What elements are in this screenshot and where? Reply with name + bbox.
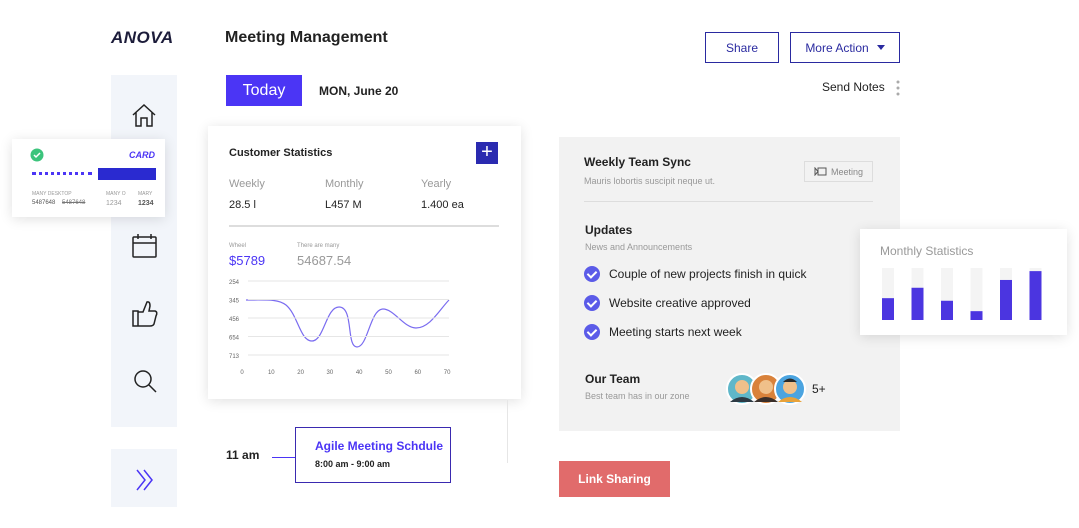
meeting-tag-label: Meeting [830, 166, 864, 177]
updates-title: Updates [585, 223, 633, 237]
x-label: 20 [297, 370, 304, 376]
card-bar [98, 168, 156, 180]
date: MON, June 20 [319, 84, 399, 98]
dropdown-arrow [876, 45, 885, 50]
y-label: 456 [229, 317, 240, 323]
y-label: 254 [229, 280, 240, 286]
link-sharing-button[interactable]: Link Sharing [559, 461, 670, 497]
home-icon[interactable] [132, 103, 156, 127]
mini-chart: 254 345 456 654 713 0 10 20 30 40 50 60 70 [229, 280, 451, 376]
card-value: 5487648 [32, 200, 56, 206]
metric-value: 54687.54 [297, 253, 352, 268]
x-label: 70 [444, 370, 451, 376]
check-icon [584, 324, 600, 340]
sync-title: Weekly Team Sync [584, 155, 691, 169]
timeline-line [507, 400, 508, 463]
card-title: Customer Statistics [229, 147, 333, 159]
y-label: 345 [229, 299, 240, 305]
stat-label: Yearly [421, 178, 452, 190]
monthly-statistics-card: Monthly Statistics [860, 229, 1067, 335]
customer-statistics-card: Customer Statistics + Weekly 28.5 l Mont… [208, 126, 521, 399]
schedule-card[interactable]: Agile Meeting Schdule 8:00 am - 9:00 am [295, 427, 451, 483]
metric-value: $5789 [229, 253, 266, 268]
update-text: Couple of new projects finish in quick [609, 267, 807, 281]
team-more: 5+ [812, 382, 826, 396]
stat-label: Weekly [229, 178, 265, 190]
team-avatars [726, 373, 806, 405]
meeting-tag[interactable]: Meeting [804, 161, 873, 182]
x-label: 0 [240, 370, 244, 376]
metric-label: Wheel [229, 243, 247, 249]
stat-value: 1.400 ea [421, 199, 464, 211]
x-label: 40 [356, 370, 363, 376]
card-value: 1234 [138, 200, 154, 207]
bar [911, 287, 924, 320]
team-title: Our Team [585, 372, 641, 386]
calendar-icon[interactable] [132, 234, 157, 258]
metric-label: There are many [297, 243, 340, 249]
update-item: Couple of new projects finish in quick [584, 266, 806, 282]
card-value: 1234 [106, 200, 122, 207]
time-label: 11 am [226, 448, 260, 462]
time-connector [272, 457, 295, 458]
kebab-menu[interactable] [895, 79, 901, 97]
x-label: 10 [268, 370, 275, 376]
bar [1000, 279, 1012, 320]
x-label: 50 [385, 370, 392, 376]
more-action-label: More Action [805, 40, 869, 55]
update-item: Website creative approved [584, 295, 751, 311]
card-widget: CARD MANY DESKTOP 5487648 5487648 MANY O… [12, 139, 165, 217]
avatar [726, 373, 758, 405]
schedule-range: 8:00 am - 9:00 am [315, 459, 391, 469]
schedule-title: Agile Meeting Schdule [315, 439, 444, 453]
bar [882, 298, 894, 320]
updates-subtitle: News and Announcements [585, 242, 693, 252]
update-text: Meeting starts next week [609, 325, 742, 339]
bar [941, 300, 953, 320]
y-label: 654 [229, 336, 240, 342]
add-button[interactable]: + [476, 142, 498, 164]
y-label: 713 [229, 354, 240, 360]
send-notes[interactable]: Send Notes [822, 80, 885, 94]
today-button[interactable]: Today [226, 75, 302, 106]
chart-curve [245, 299, 450, 348]
card-dots [32, 172, 92, 175]
sync-subtitle: Mauris lobortis suscipit neque ut. [584, 176, 716, 186]
sidebar-icons [132, 103, 158, 393]
page-title: Meeting Management [225, 29, 388, 46]
like-icon[interactable] [132, 301, 158, 327]
bar [970, 311, 983, 320]
card-check [30, 148, 44, 162]
stat-value: L457 M [325, 199, 362, 211]
video-icon [814, 167, 827, 176]
bar-track [970, 268, 983, 320]
check-icon [584, 295, 600, 311]
divider [229, 225, 499, 227]
x-label: 60 [414, 370, 421, 376]
update-text: Website creative approved [609, 296, 751, 310]
card-label: MANY DESKTOP [32, 191, 72, 197]
monthly-title: Monthly Statistics [880, 244, 974, 258]
chevrons-icon[interactable] [135, 469, 155, 491]
card-value: 5487648 [62, 200, 86, 206]
divider [584, 201, 873, 202]
sidebar [111, 75, 177, 427]
team-subtitle: Best team has in our zone [585, 391, 690, 401]
more-action-button[interactable]: More Action [790, 32, 900, 63]
check-icon [584, 266, 600, 282]
card-label: MANY O [106, 191, 126, 197]
stat-label: Monthly [325, 178, 364, 190]
search-icon[interactable] [134, 370, 157, 393]
share-button[interactable]: Share [705, 32, 779, 63]
card-title: CARD [129, 150, 155, 160]
stat-value: 28.5 l [229, 199, 256, 211]
update-item: Meeting starts next week [584, 324, 742, 340]
card-label: MARY [138, 191, 153, 197]
logo: ANOVA [111, 28, 174, 47]
bar [1029, 271, 1042, 320]
x-label: 30 [327, 370, 334, 376]
bar-chart [882, 268, 1042, 320]
avatar [774, 373, 806, 405]
